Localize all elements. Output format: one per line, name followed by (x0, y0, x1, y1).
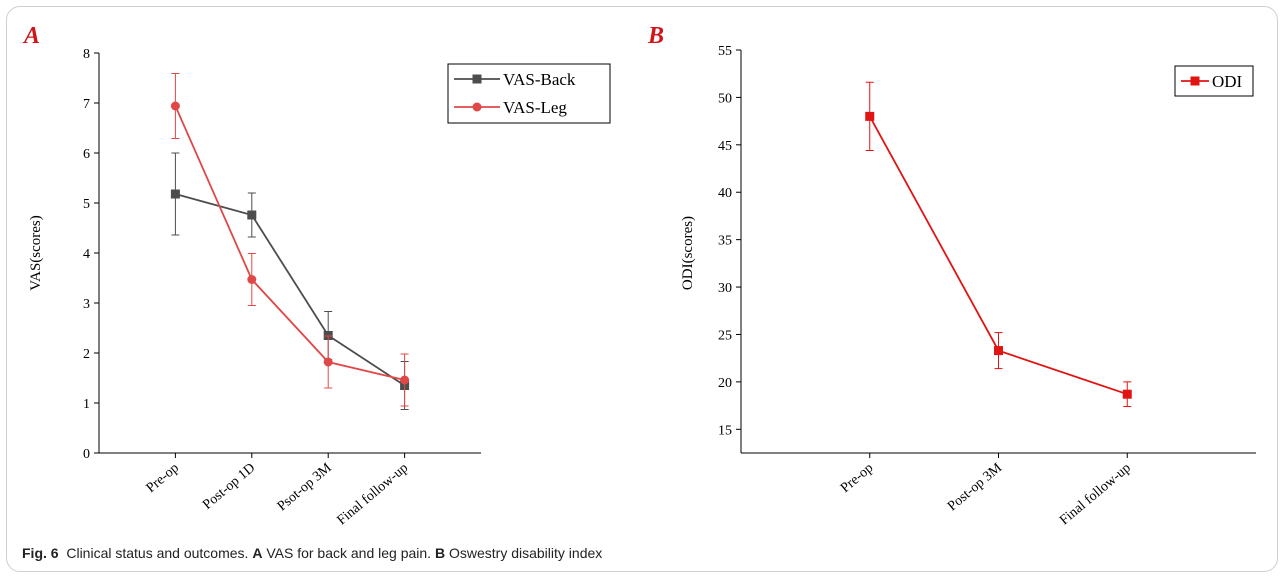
caption-a-label: A (252, 545, 263, 561)
data-point (247, 210, 257, 220)
caption-fig-label: Fig. 6 (22, 545, 59, 561)
legend-marker (472, 102, 482, 112)
legend-marker (1190, 76, 1200, 86)
y-tick-label: 1 (83, 397, 90, 412)
caption-text-3: Oswestry disability index (448, 545, 603, 561)
y-tick-label: 7 (83, 97, 90, 112)
y-tick-label: 2 (83, 347, 90, 362)
y-tick-label: 5 (83, 197, 90, 212)
x-tick-label: Post-op 3M (945, 460, 1005, 514)
caption-text-1: Clinical status and outcomes. (66, 545, 249, 561)
legend-label: VAS-Back (503, 70, 576, 89)
panel-label-b: B (647, 23, 664, 49)
data-point (994, 346, 1003, 356)
y-axis-label: ODI(scores) (680, 216, 696, 290)
panel-label-a: A (22, 23, 40, 49)
y-tick-label: 25 (718, 328, 732, 343)
y-tick-label: 40 (718, 186, 732, 201)
y-axis-label: VAS(scores) (28, 215, 44, 291)
x-tick-label: Psot-op 3M (275, 460, 335, 514)
legend-box (447, 63, 611, 124)
figure-frame (6, 6, 1278, 572)
y-tick-label: 45 (718, 139, 732, 154)
y-tick-label: 55 (718, 44, 732, 59)
y-tick-label: 4 (83, 247, 90, 262)
y-tick-label: 6 (83, 147, 90, 162)
series-line-vas-back (175, 193, 406, 387)
caption-text-2: VAS for back and leg pain. (266, 545, 432, 561)
y-tick-label: 0 (83, 447, 90, 462)
data-point (323, 357, 333, 367)
legend-label: ODI (1212, 72, 1243, 91)
y-tick-label: 50 (718, 91, 732, 106)
x-tick-label: Final follow-up (335, 461, 412, 529)
data-point (865, 111, 875, 121)
data-point (170, 101, 180, 111)
y-tick-label: 30 (718, 281, 732, 296)
data-point (1122, 389, 1132, 399)
x-tick-label: Post-op 1D (200, 461, 258, 513)
y-tick-label: 8 (83, 47, 90, 62)
series-line-vas-leg (174, 105, 405, 381)
caption-b-label: B (434, 545, 446, 561)
y-tick-label: 20 (718, 376, 732, 391)
legend-label: VAS-Leg (503, 98, 567, 117)
legend-marker (472, 74, 482, 84)
data-point (247, 275, 257, 284)
y-tick-label: 35 (718, 234, 732, 249)
data-point (170, 189, 180, 199)
x-tick-label: Pre-op (838, 461, 876, 496)
x-tick-label: Final follow-up (1057, 461, 1134, 529)
y-tick-label: 3 (83, 297, 90, 312)
y-tick-label: 15 (718, 423, 732, 438)
x-tick-label: Pre-op (144, 461, 182, 496)
data-point (400, 375, 410, 385)
figure-caption: Fig. 6 Clinical status and outcomes. A V… (22, 545, 602, 561)
